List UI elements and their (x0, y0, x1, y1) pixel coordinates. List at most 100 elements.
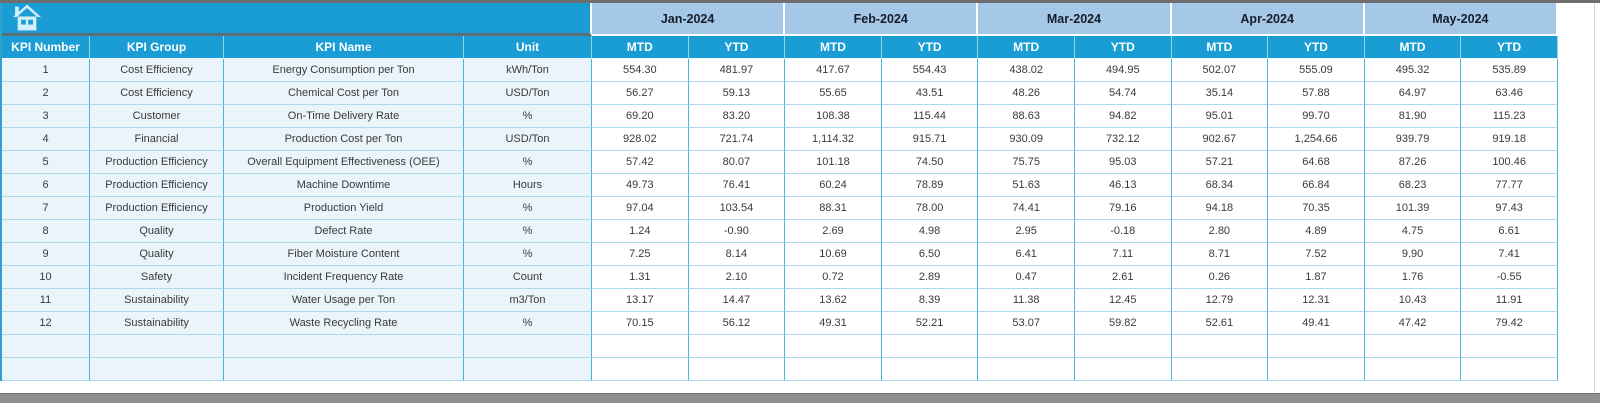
kpi-number-cell[interactable]: 6 (2, 174, 90, 197)
value-cell[interactable]: 47.42 (1364, 312, 1462, 335)
value-cell[interactable]: 7.11 (1074, 243, 1172, 266)
value-cell[interactable]: 57.88 (1268, 82, 1365, 105)
value-cell[interactable]: 0.72 (785, 266, 882, 289)
kpi-group-cell[interactable]: Sustainability (90, 312, 224, 335)
value-cell[interactable]: 52.61 (1171, 312, 1269, 335)
value-cell[interactable]: 732.12 (1074, 128, 1172, 151)
subheader-mtd[interactable]: MTD (592, 36, 689, 59)
kpi-group-cell[interactable]: Production Efficiency (90, 151, 224, 174)
kpi-group-cell[interactable]: Customer (90, 105, 224, 128)
subheader-ytd[interactable]: YTD (1074, 36, 1172, 59)
value-cell[interactable]: 46.13 (1074, 174, 1172, 197)
value-cell[interactable]: 2.80 (1171, 220, 1269, 243)
value-cell[interactable]: 0.26 (1171, 266, 1269, 289)
unit-cell[interactable]: kWh/Ton (464, 59, 592, 82)
empty-cell[interactable] (1171, 358, 1269, 381)
value-cell[interactable]: 100.46 (1461, 151, 1558, 174)
value-cell[interactable]: 1.24 (592, 220, 689, 243)
unit-cell[interactable]: USD/Ton (464, 128, 592, 151)
value-cell[interactable]: 8.14 (688, 243, 786, 266)
value-cell[interactable]: 10.69 (785, 243, 882, 266)
column-header-kpi-group[interactable]: KPI Group (90, 36, 224, 59)
value-cell[interactable]: 60.24 (785, 174, 882, 197)
empty-cell[interactable] (688, 358, 786, 381)
value-cell[interactable]: 103.54 (688, 197, 786, 220)
subheader-ytd[interactable]: YTD (688, 36, 786, 59)
value-cell[interactable]: 1.76 (1364, 266, 1462, 289)
value-cell[interactable]: 12.31 (1268, 289, 1365, 312)
kpi-number-cell[interactable]: 11 (2, 289, 90, 312)
kpi-number-cell[interactable]: 1 (2, 59, 90, 82)
value-cell[interactable]: 7.41 (1461, 243, 1558, 266)
value-cell[interactable]: 64.68 (1268, 151, 1365, 174)
unit-cell[interactable]: m3/Ton (464, 289, 592, 312)
empty-cell[interactable] (464, 335, 592, 358)
unit-cell[interactable]: % (464, 220, 592, 243)
empty-cell[interactable] (1461, 358, 1558, 381)
value-cell[interactable]: 51.63 (978, 174, 1075, 197)
value-cell[interactable]: 53.07 (978, 312, 1075, 335)
value-cell[interactable]: 10.43 (1364, 289, 1462, 312)
empty-cell[interactable] (785, 358, 882, 381)
empty-cell[interactable] (978, 358, 1075, 381)
value-cell[interactable]: 76.41 (688, 174, 786, 197)
month-header[interactable]: Feb-2024 (785, 3, 979, 36)
unit-cell[interactable]: % (464, 312, 592, 335)
kpi-number-cell[interactable]: 2 (2, 82, 90, 105)
value-cell[interactable]: -0.90 (688, 220, 786, 243)
value-cell[interactable]: 78.00 (881, 197, 979, 220)
value-cell[interactable]: 1.87 (1268, 266, 1365, 289)
value-cell[interactable]: 94.82 (1074, 105, 1172, 128)
value-cell[interactable]: 2.89 (881, 266, 979, 289)
kpi-group-cell[interactable]: Production Efficiency (90, 174, 224, 197)
value-cell[interactable]: 59.82 (1074, 312, 1172, 335)
value-cell[interactable]: 14.47 (688, 289, 786, 312)
kpi-group-cell[interactable]: Quality (90, 243, 224, 266)
value-cell[interactable]: 1,254.66 (1268, 128, 1365, 151)
value-cell[interactable]: 8.71 (1171, 243, 1269, 266)
value-cell[interactable]: 66.84 (1268, 174, 1365, 197)
value-cell[interactable]: 70.35 (1268, 197, 1365, 220)
value-cell[interactable]: 101.18 (785, 151, 882, 174)
value-cell[interactable]: 94.18 (1171, 197, 1269, 220)
empty-cell[interactable] (1268, 358, 1365, 381)
kpi-name-cell[interactable]: Incident Frequency Rate (224, 266, 464, 289)
kpi-group-cell[interactable]: Cost Efficiency (90, 59, 224, 82)
value-cell[interactable]: 554.30 (592, 59, 689, 82)
value-cell[interactable]: 1,114.32 (785, 128, 882, 151)
value-cell[interactable]: 56.27 (592, 82, 689, 105)
empty-cell[interactable] (688, 335, 786, 358)
empty-cell[interactable] (1268, 335, 1365, 358)
value-cell[interactable]: 54.74 (1074, 82, 1172, 105)
value-cell[interactable]: 75.75 (978, 151, 1075, 174)
kpi-name-cell[interactable]: Overall Equipment Effectiveness (OEE) (224, 151, 464, 174)
value-cell[interactable]: 55.65 (785, 82, 882, 105)
value-cell[interactable]: 99.70 (1268, 105, 1365, 128)
value-cell[interactable]: 6.41 (978, 243, 1075, 266)
subheader-mtd[interactable]: MTD (1171, 36, 1269, 59)
empty-cell[interactable] (881, 358, 979, 381)
value-cell[interactable]: 928.02 (592, 128, 689, 151)
value-cell[interactable]: -0.18 (1074, 220, 1172, 243)
value-cell[interactable]: 535.89 (1461, 59, 1558, 82)
value-cell[interactable]: 6.50 (881, 243, 979, 266)
subheader-ytd[interactable]: YTD (1268, 36, 1365, 59)
empty-cell[interactable] (224, 335, 464, 358)
value-cell[interactable]: 95.01 (1171, 105, 1269, 128)
value-cell[interactable]: 902.67 (1171, 128, 1269, 151)
empty-cell[interactable] (1364, 335, 1462, 358)
value-cell[interactable]: 88.63 (978, 105, 1075, 128)
kpi-number-cell[interactable]: 9 (2, 243, 90, 266)
value-cell[interactable]: 7.52 (1268, 243, 1365, 266)
kpi-group-cell[interactable]: Financial (90, 128, 224, 151)
kpi-name-cell[interactable]: Production Cost per Ton (224, 128, 464, 151)
value-cell[interactable]: 74.50 (881, 151, 979, 174)
kpi-name-cell[interactable]: Water Usage per Ton (224, 289, 464, 312)
kpi-group-cell[interactable]: Sustainability (90, 289, 224, 312)
value-cell[interactable]: 11.38 (978, 289, 1075, 312)
value-cell[interactable]: 35.14 (1171, 82, 1269, 105)
kpi-name-cell[interactable]: Chemical Cost per Ton (224, 82, 464, 105)
value-cell[interactable]: 115.23 (1461, 105, 1558, 128)
unit-cell[interactable]: % (464, 197, 592, 220)
value-cell[interactable]: 49.41 (1268, 312, 1365, 335)
